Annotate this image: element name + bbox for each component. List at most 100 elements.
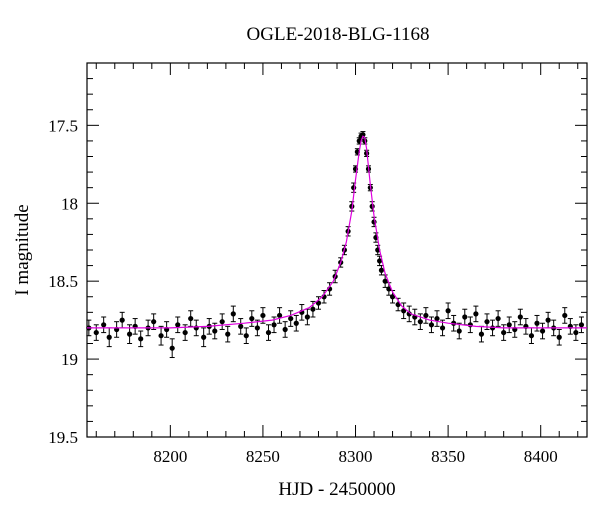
point-marker: [351, 185, 357, 191]
data-point: [238, 318, 244, 335]
data-point: [528, 327, 535, 344]
y-tick-labels: 17.5 18 18.5 19 19.5: [48, 116, 78, 447]
point-marker: [360, 132, 366, 138]
y-tick-label: 18.5: [48, 272, 78, 291]
point-marker: [528, 333, 535, 339]
data-point: [188, 310, 194, 327]
data-point: [132, 318, 138, 335]
axis-ticks: [87, 62, 587, 438]
point-marker: [389, 294, 396, 300]
data-point: [354, 148, 360, 156]
data-point: [101, 316, 107, 334]
point-marker: [188, 315, 194, 322]
data-point: [501, 324, 507, 341]
point-marker: [304, 314, 310, 320]
data-point: [567, 318, 573, 335]
data-point: [406, 305, 412, 323]
point-marker: [119, 317, 125, 323]
point-marker: [158, 333, 164, 339]
y-axis-label: I magnitude: [12, 204, 33, 295]
point-marker: [175, 322, 181, 328]
point-marker: [243, 333, 249, 339]
point-marker: [310, 306, 316, 312]
data-point: [462, 308, 468, 326]
data-point: [376, 255, 383, 267]
data-points: [86, 131, 585, 359]
point-marker: [462, 314, 468, 320]
data-point: [254, 319, 260, 337]
point-marker: [376, 258, 383, 264]
point-marker: [193, 325, 199, 331]
point-marker: [126, 331, 133, 337]
point-marker: [445, 308, 451, 314]
point-marker: [282, 326, 288, 333]
x-tick-label: 8300: [339, 447, 373, 466]
data-point: [151, 313, 157, 330]
point-marker: [249, 315, 255, 322]
data-point: [506, 316, 512, 334]
plot-frame: [86, 62, 588, 438]
data-point: [201, 327, 207, 348]
data-point: [345, 226, 351, 237]
y-tick-label: 19.5: [48, 428, 78, 447]
data-point: [293, 314, 299, 332]
data-point: [389, 290, 396, 304]
data-point: [445, 302, 451, 320]
point-marker: [288, 315, 294, 322]
data-point: [562, 307, 568, 324]
data-point: [386, 282, 392, 296]
data-point: [230, 305, 236, 323]
data-point: [193, 319, 199, 337]
x-tick-label: 8200: [153, 447, 187, 466]
point-marker: [484, 319, 490, 325]
point-marker: [101, 322, 107, 328]
point-marker: [439, 325, 446, 331]
data-point: [271, 316, 277, 334]
data-point: [523, 318, 529, 335]
point-marker: [478, 331, 485, 337]
data-point: [478, 325, 485, 343]
point-marker: [378, 267, 385, 273]
point-marker: [265, 329, 272, 336]
data-point: [573, 324, 579, 341]
point-marker: [545, 317, 551, 323]
point-marker: [212, 328, 218, 334]
point-marker: [578, 322, 585, 328]
data-point: [489, 319, 496, 337]
point-marker: [489, 325, 496, 331]
point-marker: [562, 312, 568, 319]
point-marker: [254, 325, 260, 331]
data-point: [545, 311, 551, 329]
data-point: [423, 307, 429, 324]
data-point: [412, 308, 418, 326]
data-point: [175, 316, 181, 334]
x-axis-label: HJD - 2450000: [278, 479, 395, 500]
data-point: [473, 305, 479, 323]
chart-title: OGLE-2018-BLG-1168: [247, 24, 430, 45]
point-marker: [219, 319, 225, 325]
y-tick-label: 19: [61, 350, 78, 369]
y-tick-label: 17.5: [48, 116, 78, 135]
data-point: [119, 311, 125, 329]
x-tick-label: 8250: [246, 447, 280, 466]
data-point: [556, 328, 562, 346]
point-marker: [423, 312, 429, 319]
point-marker: [230, 311, 236, 317]
point-marker: [534, 320, 540, 326]
data-point: [243, 327, 249, 344]
point-marker: [467, 322, 473, 328]
point-marker: [434, 315, 440, 322]
data-point: [138, 330, 144, 348]
point-marker: [106, 334, 112, 340]
data-point: [219, 313, 225, 330]
point-marker: [201, 334, 207, 340]
point-marker: [260, 312, 266, 319]
data-point: [299, 304, 305, 321]
x-tick-label: 8350: [431, 447, 465, 466]
data-point: [512, 321, 518, 338]
data-point: [114, 321, 120, 338]
data-point: [456, 322, 462, 340]
point-marker: [456, 328, 462, 334]
point-marker: [406, 311, 412, 317]
